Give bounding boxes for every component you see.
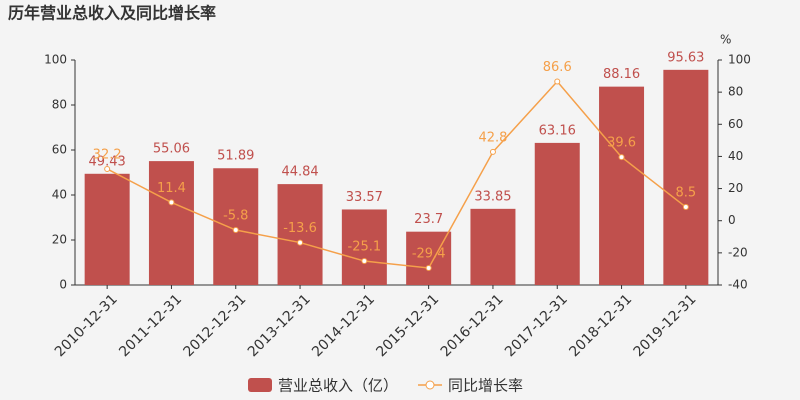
line-point	[232, 227, 239, 234]
x-tick-label: 2013-12-31	[245, 291, 314, 360]
line-point	[489, 148, 496, 155]
x-tick-label: 2017-12-31	[502, 291, 571, 360]
line-point	[168, 199, 175, 206]
line-value-label: -29.4	[412, 246, 446, 261]
legend-swatch	[248, 378, 272, 392]
bar	[84, 173, 130, 285]
line-point	[297, 239, 304, 246]
y2-tick-label: 80	[728, 85, 743, 99]
line-point	[425, 264, 432, 271]
bar	[277, 184, 323, 285]
x-tick-label: 2010-12-31	[52, 291, 121, 360]
x-tick-label: 2018-12-31	[566, 291, 635, 360]
line-value-label: 11.4	[157, 181, 186, 196]
bar-value-label: 63.16	[539, 123, 576, 138]
bar	[148, 161, 194, 285]
line-value-label: -25.1	[348, 240, 382, 255]
line-point	[618, 154, 625, 161]
y-tick-label: 0	[59, 278, 67, 292]
legend-label: 同比增长率	[448, 377, 523, 395]
legend-label: 营业总收入（亿）	[278, 377, 398, 395]
line-value-label: 8.5	[676, 186, 697, 201]
line-value-label: 42.8	[478, 130, 507, 145]
x-tick-label: 2016-12-31	[438, 291, 507, 360]
bar-value-label: 95.63	[667, 50, 704, 65]
line-point	[104, 165, 111, 172]
line	[106, 80, 687, 269]
y-tick-label: 60	[52, 143, 67, 157]
x-tick-label: 2019-12-31	[631, 291, 700, 360]
y2-tick-label: 0	[728, 213, 736, 227]
bar	[599, 86, 645, 285]
y2-tick-label: 100	[728, 53, 751, 67]
y2-tick-label: 60	[728, 117, 743, 131]
bar-value-label: 49.43	[89, 154, 126, 169]
x-tick-label: 2012-12-31	[181, 291, 250, 360]
line-point	[361, 258, 368, 265]
line-point	[554, 78, 561, 85]
bar-value-label: 55.06	[153, 142, 190, 157]
bar-value-label: 23.7	[414, 212, 443, 227]
y2-tick-label: 40	[728, 149, 743, 163]
bar	[470, 208, 516, 285]
y-tick-label: 100	[44, 53, 67, 67]
y-tick-label: 40	[52, 188, 67, 202]
line-value-label: 32.2	[93, 147, 122, 162]
line-value-label: 86.6	[543, 60, 572, 75]
y2-tick-label: -20	[728, 245, 748, 259]
bar-value-label: 33.57	[346, 190, 383, 205]
y2-tick-label: -40	[728, 278, 748, 292]
y-tick-label: 20	[52, 233, 67, 247]
x-tick-label: 2015-12-31	[373, 291, 442, 360]
line-value-label: -5.8	[223, 209, 248, 224]
bar-value-label: 88.16	[603, 67, 640, 82]
bar	[663, 69, 709, 286]
x-tick-label: 2011-12-31	[116, 291, 185, 360]
bar-value-label: 44.84	[281, 165, 318, 180]
chart-title: 历年营业总收入及同比增长率	[8, 4, 216, 23]
legend-swatch	[425, 380, 435, 390]
line-point	[682, 204, 689, 211]
bar-value-label: 33.85	[474, 189, 511, 204]
y-tick-label: 80	[52, 98, 67, 112]
bar	[213, 168, 259, 285]
line-value-label: 39.6	[607, 136, 636, 151]
line-value-label: -13.6	[283, 221, 317, 236]
x-tick-label: 2014-12-31	[309, 291, 378, 360]
y2-unit: %	[720, 33, 731, 47]
bar	[534, 142, 580, 285]
y2-tick-label: 20	[728, 181, 743, 195]
bar-value-label: 51.89	[217, 149, 254, 164]
bar	[341, 209, 387, 285]
